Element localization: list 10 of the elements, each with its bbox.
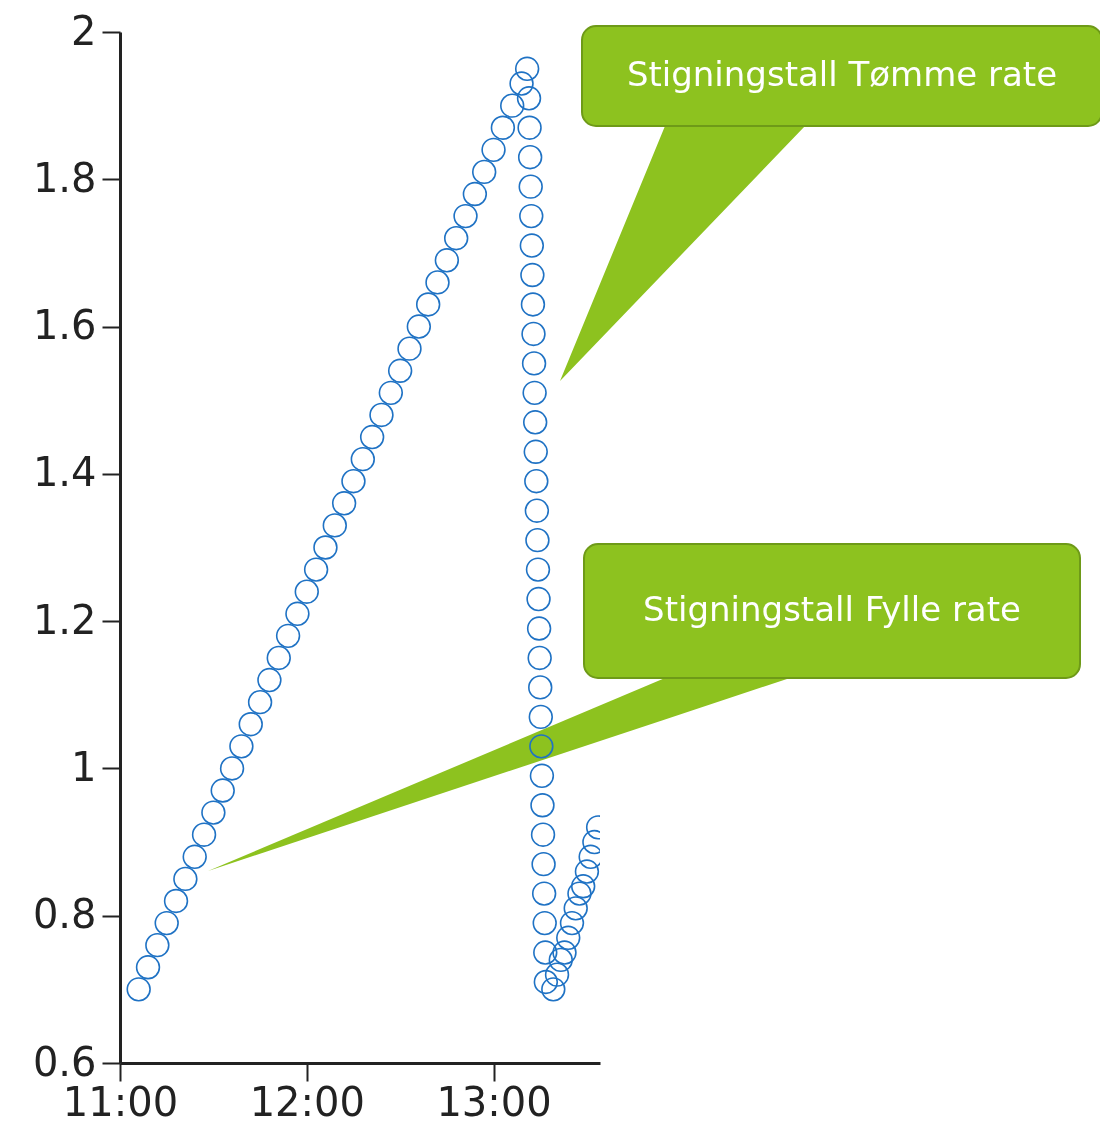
y-tick-label: 0.8 <box>32 891 97 938</box>
y-tick-label: 1.4 <box>32 449 97 496</box>
x-tick-label: 13:00 <box>436 1078 552 1125</box>
y-tick-label: 1.2 <box>32 596 97 643</box>
y-tick-label: 1 <box>71 743 97 790</box>
text: Stigningstall Fylle rate <box>643 589 1021 629</box>
y-tick-label: 2 <box>71 7 97 54</box>
y-tick-label: 1.6 <box>32 302 97 349</box>
x-tick-label: 12:00 <box>249 1078 365 1125</box>
y-tick-label: 1.8 <box>32 154 97 201</box>
